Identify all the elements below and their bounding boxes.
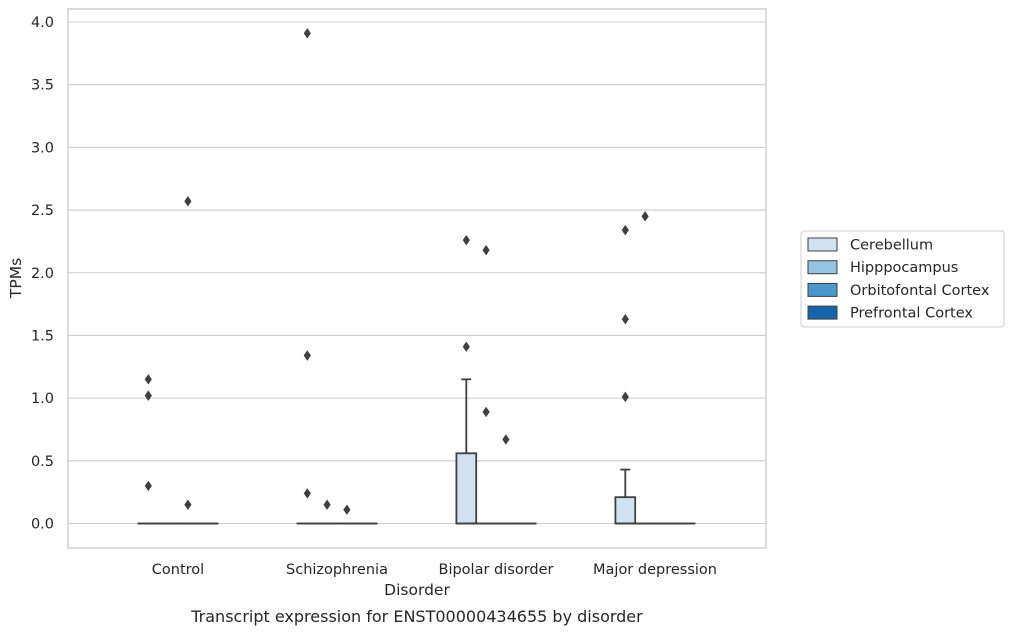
box-rect-0-2 [455,452,478,525]
legend-swatch-3 [807,305,838,320]
legend-items: Cerebellum Hipppocampus Orbitofontal Corte… [807,237,990,322]
outlier-0-1-1 [303,350,311,361]
legend-label-2: Orbitofontal Cortex [850,283,990,299]
legend: Cerebellum Hipppocampus Orbitofontal Corte… [800,230,1005,328]
boxes-layer [137,378,696,525]
y-tick-label-3: 1.5 [31,328,54,344]
legend-swatch-2 [807,282,838,297]
outlier-0-3-0 [621,224,629,236]
x-tick-label-1: Schizophrenia [286,562,388,578]
y-tick-label-7: 3.5 [31,78,54,94]
legend-label-0: Cerebellum [850,238,933,254]
y-tick-label-5: 2.5 [31,203,54,219]
x-tick-labels: Control Schizophrenia Bipolar disorder Majo… [152,562,717,578]
legend-frame [800,230,1005,328]
legend-label-1: Hipppocampus [850,260,958,276]
outlier-2-0-1 [184,499,192,510]
x-axis-label: Disorder [384,581,450,599]
outlier-2-2-0 [502,434,510,445]
outlier-1-3-0 [641,211,649,222]
y-tick-label-1: 0.5 [31,454,54,470]
x-tick-label-0: Control [152,562,204,578]
outlier-0-1-2 [303,488,311,499]
legend-swatch-1 [807,260,838,275]
outlier-0-0-0 [144,374,152,385]
y-tick-label-4: 2.0 [31,266,54,282]
plot-frame [67,8,767,549]
legend-swatch-0 [807,237,838,252]
outlier-2-0-0 [184,196,192,207]
outlier-0-1-0 [303,28,311,39]
y-tick-label-8: 4.0 [31,15,54,31]
outlier-0-2-1 [462,341,470,352]
outlier-1-1-0 [323,499,331,510]
box-rect-0-3 [614,496,637,525]
outlier-1-2-1 [482,406,490,418]
y-tick-label-6: 3.0 [31,140,54,156]
y-tick-labels: 0.0 0.5 1.0 1.5 2.0 2.5 3.0 3.5 4.0 [31,15,54,533]
outliers-layer [144,28,649,515]
x-tick-label-3: Major depression [593,562,717,578]
legend-label-3: Prefrontal Cortex [850,306,973,322]
outlier-0-3-2 [621,391,629,403]
outlier-0-0-2 [144,480,152,492]
y-tick-label-2: 1.0 [31,391,54,407]
grid-layer [68,21,766,525]
outlier-1-2-0 [482,244,490,256]
outlier-0-0-1 [144,390,152,401]
outlier-0-2-0 [462,234,470,246]
y-axis-label: TPMs [7,258,25,299]
box-0-3 [614,468,637,525]
chart-caption: Transcript expression for ENST0000043465… [190,607,643,626]
box-0-2 [455,378,478,525]
y-tick-label-0: 0.0 [31,517,54,533]
outlier-0-3-1 [621,313,629,325]
x-tick-label-2: Bipolar disorder [439,562,554,578]
outlier-2-1-0 [343,504,351,515]
